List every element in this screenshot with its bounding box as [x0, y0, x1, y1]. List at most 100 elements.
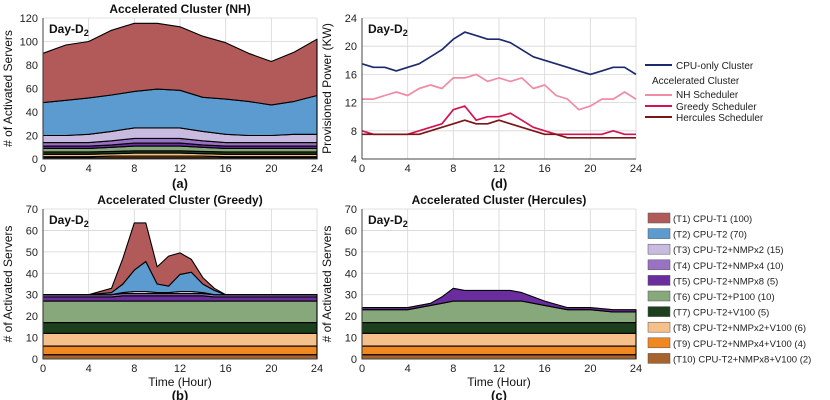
- tier-label-10: (T10) CPU-T2+NMPx8+V100 (2): [673, 354, 811, 365]
- area-t8: [42, 332, 318, 347]
- y-tick-label: 60: [345, 225, 357, 237]
- tier-label-1: (T1) CPU-T1 (100): [673, 214, 752, 225]
- tier-swatch-8: [647, 321, 671, 333]
- tier-label-5: (T5) CPU-T2+NMPx8 (5): [673, 276, 778, 287]
- y-tick-label: 60: [26, 84, 38, 96]
- legend-label-greedy: Greedy Scheduler: [676, 102, 757, 113]
- day-tag: Day-D2: [368, 22, 408, 38]
- day-tag: Day-D2: [49, 213, 89, 229]
- area-t9: [42, 345, 318, 356]
- y-tick-label: 70: [26, 204, 38, 216]
- tier-label-6: (T6) CPU-T2+P100 (10): [673, 292, 775, 303]
- tier-legend: (T1) CPU-T1 (100) (T2) CPU-T2 (70) (T3) CP…: [647, 212, 811, 365]
- x-tick-label: 8: [131, 163, 137, 175]
- panel-label: (b): [172, 388, 189, 400]
- tier-label-7: (T7) CPU-T2+V100 (5): [673, 308, 769, 319]
- x-tick-label: 8: [450, 363, 456, 375]
- chart-panel-c: 0 10 20 30 40 50 60 70 0 4 8 12 16 20 24 Accelerated Cl…: [320, 193, 642, 400]
- x-tick-label: 16: [220, 363, 232, 375]
- y-tick-label: 30: [26, 290, 38, 302]
- y-tick-label: 120: [20, 13, 38, 25]
- legend-group-title: Accelerated Cluster: [652, 76, 740, 87]
- x-tick-label: 0: [40, 163, 46, 175]
- x-tick-label: 12: [174, 363, 186, 375]
- area-t1: [42, 222, 318, 296]
- x-tick-label: 24: [630, 363, 642, 375]
- x-tick-label: 16: [539, 363, 551, 375]
- x-tick-label: 0: [359, 163, 365, 175]
- y-tick-label: 80: [26, 60, 38, 72]
- y-tick-label: 20: [26, 311, 38, 323]
- x-tick-label: 20: [584, 363, 596, 375]
- area-t6: [361, 300, 637, 324]
- x-tick-label: 12: [174, 163, 186, 175]
- x-tick-label: 24: [311, 363, 323, 375]
- x-tick-label: 4: [86, 363, 92, 375]
- x-tick-label: 8: [450, 163, 456, 175]
- y-tick-label: 4: [351, 154, 357, 166]
- y-tick-label: 0: [32, 154, 38, 166]
- line-series-0: [361, 31, 637, 76]
- area-t5: [361, 287, 637, 313]
- x-tick-label: 4: [405, 163, 411, 175]
- y-tick-label: 30: [345, 290, 357, 302]
- x-axis-label: Time (Hour): [148, 375, 212, 389]
- tier-label-4: (T4) CPU-T2+NMPx4 (10): [673, 261, 784, 272]
- x-tick-label: 4: [86, 163, 92, 175]
- y-tick-label: 40: [345, 268, 357, 280]
- y-axis-label: # of Activated Servers: [1, 30, 15, 147]
- y-tick-label: 24: [345, 13, 357, 25]
- y-tick-label: 0: [32, 354, 38, 366]
- x-tick-label: 0: [359, 363, 365, 375]
- line-series-1: [362, 73, 637, 111]
- x-tick-label: 12: [493, 363, 505, 375]
- panel-label: (c): [491, 388, 507, 400]
- area-t8: [361, 332, 637, 347]
- panel-label: (a): [172, 176, 188, 191]
- x-tick-label: 20: [265, 363, 277, 375]
- x-tick-label: 16: [220, 163, 232, 175]
- tier-swatch-10: [647, 353, 671, 364]
- y-tick-label: 40: [26, 107, 38, 119]
- area-t10: [361, 354, 637, 360]
- chart-title: Accelerated Cluster (Hercules): [412, 193, 587, 207]
- tier-label-8: (T8) CPU-T2+NMPx2+V100 (6): [673, 323, 806, 334]
- y-tick-label: 20: [345, 41, 357, 53]
- x-tick-label: 24: [311, 163, 323, 175]
- tier-label-3: (T3) CPU-T2+NMPx2 (15): [673, 245, 784, 256]
- y-tick-label: 12: [345, 98, 357, 110]
- panel-label: (d): [491, 176, 508, 191]
- x-tick-label: 20: [584, 163, 596, 175]
- y-tick-label: 20: [345, 311, 357, 323]
- day-tag: Day-D2: [49, 22, 89, 38]
- tier-swatch-7: [647, 306, 671, 317]
- x-tick-label: 0: [40, 363, 46, 375]
- tier-swatch-4: [647, 259, 671, 271]
- area-t9: [361, 345, 637, 356]
- y-tick-label: 70: [345, 204, 357, 216]
- area-t1: [42, 22, 318, 106]
- y-tick-label: 10: [26, 333, 38, 345]
- x-tick-label: 16: [539, 163, 551, 175]
- y-axis-label: # of Activated Servers: [320, 226, 334, 343]
- y-axis-label: Provisioned Power (KW): [320, 23, 334, 154]
- tier-swatch-9: [647, 337, 671, 349]
- chart-panel-b: 0 10 20 30 40 50 60 70 0 4 8 12 16 20 24 Accelerated Cl…: [1, 193, 323, 400]
- y-tick-label: 0: [351, 354, 357, 366]
- x-tick-label: 4: [405, 363, 411, 375]
- y-tick-label: 20: [26, 131, 38, 143]
- area-t10: [42, 354, 318, 360]
- tier-swatch-1: [647, 212, 671, 224]
- area-t7: [361, 322, 637, 334]
- y-tick-label: 8: [351, 126, 357, 138]
- tier-swatch-6: [647, 290, 671, 302]
- day-tag: Day-D2: [368, 213, 408, 229]
- x-tick-label: 20: [265, 163, 277, 175]
- y-tick-label: 60: [26, 225, 38, 237]
- chart-title: Accelerated Cluster (Greedy): [97, 193, 262, 207]
- y-axis-label: # of Activated Servers: [1, 226, 15, 343]
- y-tick-label: 40: [26, 268, 38, 280]
- x-tick-label: 8: [131, 363, 137, 375]
